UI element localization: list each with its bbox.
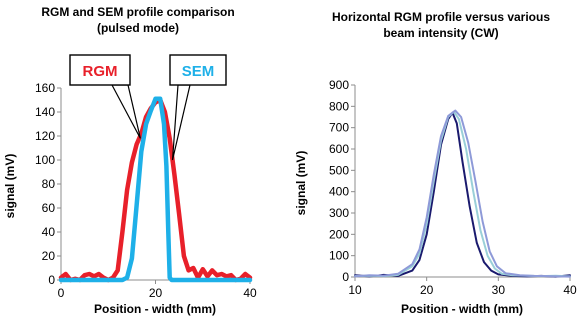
chart2-y-tick-label: 600 (329, 142, 349, 156)
chart1-axes (60, 88, 250, 281)
chart2-ylabel: signal (mV) (294, 151, 308, 216)
chart2-series (354, 109, 571, 278)
chart2-series-line-3 (354, 109, 571, 278)
chart2-y-tick-label: 100 (329, 249, 349, 263)
chart1-callouts: RGM SEM (69, 54, 227, 161)
chart1-ylabel: signal (mV) (3, 154, 17, 219)
chart2-x-tick-label: 10 (348, 283, 362, 297)
chart1-x-tick-label: 20 (149, 286, 163, 300)
chart1-y-tick-label: 100 (35, 153, 55, 167)
chart2-y-tick-label: 800 (329, 99, 349, 113)
chart2-xlabel: Position - width (mm) (401, 302, 523, 316)
chart2-y-tick-label: 700 (329, 121, 349, 135)
chart1-title: RGM and SEM profile comparison (41, 5, 234, 19)
chart1-y-tick-label: 140 (35, 105, 55, 119)
chart1-x-tick-label: 0 (58, 286, 65, 300)
chart1-ticks: 0 20 40 60 80 100 120 140 160 0 20 40 (35, 81, 257, 300)
chart1-xlabel: Position - width (mm) (94, 302, 216, 316)
chart1-series (58, 96, 253, 283)
chart2-y-tick-label: 400 (329, 185, 349, 199)
chart2-y-tick-label: 200 (329, 227, 349, 241)
chart2-y-tick-label: 300 (329, 206, 349, 220)
chart2-x-tick-label: 20 (420, 283, 434, 297)
chart2-ticks: 0 100 200 300 400 500 600 700 800 900 10 20 30 40 (329, 78, 577, 297)
chart2-subtitle: beam intensity (CW) (383, 26, 498, 40)
callout-rgm-box (69, 54, 131, 86)
chart1-y-tick-label: 60 (42, 201, 56, 215)
chart2-title: Horizontal RGM profile versus various (332, 10, 550, 24)
callout-sem-pointer (171, 84, 191, 161)
chart1-y-tick-label: 120 (35, 129, 55, 143)
chart1-series-line-sem (58, 96, 253, 283)
chart2-y-tick-label: 900 (329, 78, 349, 92)
chart1-y-tick-label: 20 (42, 249, 56, 263)
chart2-axes (354, 85, 570, 278)
chart1-y-tick-label: 40 (42, 225, 56, 239)
chart1-y-tick-label: 80 (42, 177, 56, 191)
chart2-x-tick-label: 30 (492, 283, 506, 297)
callout-rgm-label: RGM (83, 63, 118, 80)
chart2-series-line-2 (354, 110, 571, 278)
callout-rgm-pointer (111, 84, 141, 139)
chart2-y-tick-label: 0 (342, 270, 349, 284)
chart1-x-tick-label: 40 (243, 286, 257, 300)
callout-sem-label: SEM (182, 63, 215, 80)
chart1-series-line-rgm (58, 97, 253, 283)
chart1-subtitle: (pulsed mode) (97, 21, 179, 35)
chart2-x-tick-label: 40 (563, 283, 577, 297)
chart1-y-tick-label: 0 (48, 273, 55, 287)
callout-sem-box (169, 54, 227, 86)
chart1-y-tick-label: 160 (35, 81, 55, 95)
chart2-y-tick-label: 500 (329, 163, 349, 177)
